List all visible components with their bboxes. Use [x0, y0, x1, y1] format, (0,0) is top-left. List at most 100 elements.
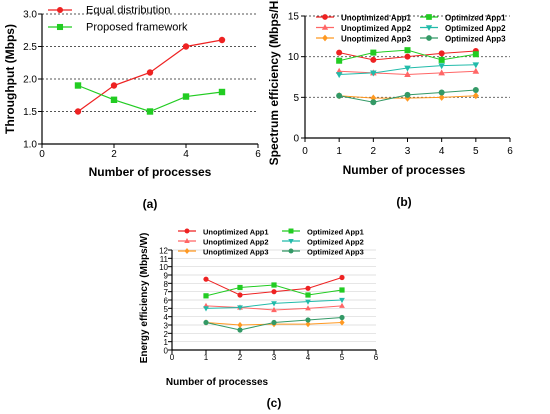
legend-marker [56, 23, 64, 31]
data-point [404, 53, 411, 60]
legend-marker [288, 248, 294, 254]
y-tick-label: 2 [164, 330, 169, 339]
panel-a: 1.0 1.5 2.0 2.5 3.0 0 2 4 6 Number of processes Th… [3, 5, 261, 212]
legend-label: Unoptimized App3 [203, 248, 269, 257]
y-tick-label: 4 [164, 313, 169, 322]
data-point [339, 314, 345, 321]
x-tick-label: 1 [204, 353, 209, 362]
data-point [339, 319, 345, 326]
legend-label: Optimized App1 [445, 14, 506, 23]
legend-marker [321, 24, 329, 30]
legend-marker [425, 25, 433, 31]
y-axis-title: Spectrum efficiency (Mbps/Hz) [267, 0, 281, 165]
data-point [271, 319, 277, 326]
data-point [336, 57, 343, 64]
y-tick-label: 1 [164, 338, 169, 347]
data-point [438, 63, 445, 70]
series-line [77, 84, 223, 113]
data-point [370, 99, 377, 106]
data-point [271, 306, 277, 313]
legend-label: Optimized App3 [445, 35, 506, 44]
data-point [339, 274, 345, 281]
y-tick-label: 1.5 [23, 107, 37, 118]
data-point [305, 285, 311, 291]
data-point [218, 88, 226, 96]
data-point [203, 306, 209, 312]
data-point [404, 70, 411, 77]
data-point [271, 289, 277, 295]
data-point [370, 49, 377, 56]
x-tick-label: 0 [302, 146, 308, 157]
legend-marker [322, 14, 328, 20]
data-point [370, 94, 377, 102]
data-point [335, 72, 343, 79]
legend-label: Unoptimized App1 [203, 228, 269, 237]
y-tick-label: 11 [160, 255, 169, 264]
y-tick-label: 10 [159, 263, 168, 272]
panel-caption: (c) [267, 396, 282, 410]
data-point [203, 293, 209, 299]
data-point [370, 56, 377, 63]
data-point [438, 56, 445, 63]
data-point [336, 49, 343, 56]
data-point [339, 302, 345, 308]
legend-marker [184, 238, 190, 243]
y-tick-label: 3.0 [23, 10, 37, 21]
x-tick-label: 6 [255, 149, 261, 160]
x-tick-label: 1 [336, 146, 342, 157]
x-axis-title: Number of processes [89, 165, 212, 179]
y-tick-label: 12 [159, 247, 168, 256]
legend-label: Equal distribution [86, 5, 170, 17]
series-line [77, 39, 223, 112]
data-point [472, 92, 479, 100]
x-tick-label: 3 [405, 146, 411, 157]
x-tick-label: 2 [111, 149, 117, 160]
data-point [404, 47, 411, 54]
data-point [404, 65, 411, 72]
x-tick-label: 4 [439, 146, 445, 157]
legend-label: Unoptimized App1 [341, 14, 411, 23]
data-point [305, 321, 311, 328]
data-point [218, 36, 226, 44]
data-point [438, 50, 445, 57]
data-point [182, 43, 190, 50]
y-tick-label: 3 [164, 322, 169, 331]
y-axis-title: Energy efficiency (Mbps/W) [139, 233, 150, 364]
data-point [146, 69, 154, 76]
data-point [339, 297, 345, 304]
data-point [271, 301, 277, 307]
y-tick-label: 2.5 [23, 42, 37, 53]
legend-label: Unoptimized App3 [341, 35, 411, 44]
legend-marker [288, 239, 294, 244]
legend-marker [56, 6, 64, 14]
y-tick-label: 9 [164, 272, 169, 281]
data-point [305, 317, 311, 323]
legend-marker [184, 248, 190, 254]
x-tick-label: 0 [170, 353, 175, 362]
legend-label: Unoptimized App2 [203, 238, 269, 247]
panel-caption: (a) [143, 197, 158, 211]
y-tick-label: 0 [293, 134, 299, 145]
data-point [370, 70, 377, 77]
data-point [472, 62, 480, 69]
x-tick-label: 3 [272, 353, 277, 362]
y-tick-label: 5 [293, 93, 299, 104]
y-axis-title: Throughput (Mbps) [3, 24, 17, 134]
x-axis-title: Number of processes [166, 377, 269, 388]
data-point [404, 94, 411, 102]
data-point [305, 292, 311, 298]
data-point [336, 92, 343, 99]
y-tick-label: 2.0 [23, 75, 37, 86]
y-tick-label: 1.0 [23, 140, 37, 151]
data-point [237, 321, 243, 329]
data-point [237, 327, 243, 333]
data-point [110, 96, 118, 103]
data-point [305, 299, 311, 305]
panel-b: 0 5 10 15 0 1 2 3 4 5 6 Number of processes Spectrum… [267, 0, 513, 209]
legend-label: Optimized App1 [307, 228, 364, 237]
x-axis-title: Number of processes [343, 163, 466, 177]
data-point [438, 69, 445, 76]
data-point [146, 108, 154, 115]
x-tick-label: 6 [507, 146, 513, 157]
